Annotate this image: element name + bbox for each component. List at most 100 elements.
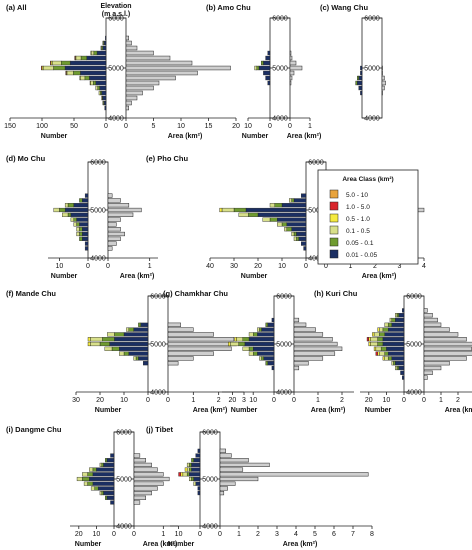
number-bar-segment <box>90 341 101 347</box>
area-bar <box>107 222 117 227</box>
area-bar <box>133 486 158 491</box>
elevation-tick-label: 4000 <box>272 116 288 123</box>
number-bar-segment <box>79 227 83 232</box>
number-bar-segment <box>303 246 307 251</box>
area-bar <box>133 481 164 486</box>
area-bar <box>133 462 152 467</box>
number-bar-segment <box>98 90 101 96</box>
number-bar-segment <box>375 351 378 356</box>
elevation-tick-label: 5000 <box>108 66 124 73</box>
number-bar-segment <box>193 458 201 463</box>
elevation-tick-label: 4000 <box>150 390 166 397</box>
number-tick-label: 50 <box>70 123 78 130</box>
number-bar-segment <box>257 327 260 332</box>
area-bar <box>219 462 270 467</box>
number-bar-segment <box>97 486 115 491</box>
area-bar <box>125 50 154 56</box>
number-bar-segment <box>87 481 94 486</box>
number-bar-segment <box>259 356 262 361</box>
number-bar-segment <box>80 55 88 61</box>
number-bar-segment <box>244 341 275 347</box>
number-bar-segment <box>402 375 405 380</box>
elevation-tick-label: 6000 <box>116 430 132 437</box>
number-bar-segment <box>87 337 91 342</box>
number-bar-segment <box>118 351 125 356</box>
number-bar-segment <box>184 467 188 472</box>
area-bar <box>107 207 142 213</box>
area-tick-label: 1 <box>161 531 165 538</box>
area-bar <box>133 453 141 458</box>
panel-i: (i) Dangme Chu 4000 5000 6000 20 10 0 0 1 Number A… <box>6 425 178 548</box>
number-tick-label: 20 <box>229 397 237 404</box>
number-tick-label: 10 <box>56 263 64 270</box>
area-tick-label: 0 <box>324 263 328 270</box>
panel-title: (d) Mo Chu <box>6 154 46 163</box>
number-bar-segment <box>189 476 192 482</box>
legend-item-label: 0.01 - 0.05 <box>346 252 377 259</box>
number-bar-segment <box>65 70 67 76</box>
elevation-tick-label: 5000 <box>364 66 380 73</box>
number-bar-segment <box>94 486 99 491</box>
number-bar-segment <box>254 65 258 71</box>
number-bar-segment <box>257 212 307 217</box>
elevation-tick-label: 4000 <box>364 116 380 123</box>
area-bar <box>167 361 179 366</box>
area-tick-label: 0 <box>124 123 128 130</box>
number-bar-segment <box>106 458 115 463</box>
number-tick-label: 10 <box>175 531 183 538</box>
number-bar-segment <box>393 361 396 366</box>
area-bar <box>293 322 307 327</box>
number-bar-segment <box>195 453 201 458</box>
number-bar-segment <box>358 75 363 81</box>
area-bar <box>381 80 386 86</box>
area-bar <box>125 70 198 76</box>
number-bar-segment <box>92 467 97 472</box>
number-bar-segment <box>92 481 115 486</box>
number-axis-label: Number <box>51 273 78 280</box>
panel-d: (d) Mo Chu 4000 5000 6000 10 0 0 1 Number Area (k… <box>6 154 158 280</box>
number-bar-segment <box>259 327 262 332</box>
area-tick-label: 1 <box>191 397 195 404</box>
number-bar-segment <box>123 332 149 337</box>
number-bar-segment <box>238 341 246 347</box>
number-bar-segment <box>360 65 363 71</box>
number-tick-label: 10 <box>244 123 252 130</box>
number-tick-label: 20 <box>254 263 262 270</box>
number-bar-segment <box>291 198 295 203</box>
number-bar-segment <box>186 472 190 477</box>
area-tick-label: 5 <box>152 123 156 130</box>
elevation-tick-label: 5000 <box>116 477 132 484</box>
area-tick-label: 10 <box>177 123 185 130</box>
number-bar-segment <box>257 332 275 337</box>
panel-title: (i) Dangme Chu <box>6 425 62 434</box>
panel-title: (b) Amo Chu <box>206 3 251 12</box>
number-bar-segment <box>74 55 76 61</box>
number-bar-segment <box>195 481 201 486</box>
number-bar-segment <box>197 448 201 453</box>
area-tick-label: 0 <box>422 397 426 404</box>
number-bar-segment <box>286 222 307 227</box>
area-bar <box>289 55 293 61</box>
elevation-tick-label: 6000 <box>108 16 124 23</box>
number-bar-segment <box>358 85 363 91</box>
number-bar-segment <box>248 332 254 337</box>
number-bar-segment <box>379 327 384 332</box>
number-tick-label: 10 <box>249 397 257 404</box>
area-tick-label: 20 <box>232 123 240 130</box>
number-bar-segment <box>271 317 275 323</box>
area-bar <box>289 80 292 86</box>
number-bar-segment <box>126 327 130 332</box>
number-tick-label: 0 <box>272 397 276 404</box>
area-bar <box>293 327 316 332</box>
number-tick-label: 30 <box>72 397 80 404</box>
number-bar-segment <box>96 467 115 472</box>
legend-item-label: 0.05 - 0.1 <box>346 240 374 247</box>
area-tick-label: 8 <box>370 531 374 538</box>
number-bar-segment <box>76 231 80 237</box>
area-bar <box>423 346 472 351</box>
number-bar-segment <box>89 467 94 472</box>
area-bar <box>293 317 300 323</box>
area-bar <box>423 332 459 337</box>
area-axis-label: Area (km²) <box>362 273 397 280</box>
number-bar-segment <box>391 361 394 366</box>
